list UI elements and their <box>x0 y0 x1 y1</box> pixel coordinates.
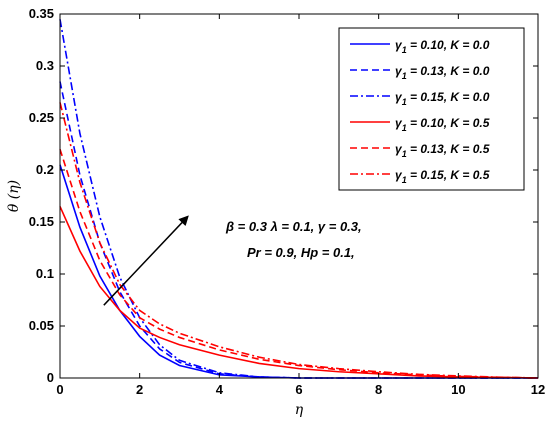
legend: γ1 = 0.10, K = 0.0γ1 = 0.13, K = 0.0γ1 =… <box>338 27 525 191</box>
axis-ticks: 0 2 4 6 8 10 12 0 0.05 0.1 0.15 0.2 0.25 0.3 0.35 <box>29 6 546 397</box>
legend-symbol: γ <box>395 64 403 78</box>
legend-value: = 0.10, K = 0.0 <box>407 38 490 52</box>
y-tick-label: 0.3 <box>36 58 54 73</box>
x-tick-label: 8 <box>375 382 382 397</box>
trend-arrow <box>103 215 189 306</box>
x-tick-label: 6 <box>295 382 302 397</box>
x-tick-label: 10 <box>451 382 465 397</box>
legend-box <box>338 27 525 191</box>
legend-symbol: γ <box>395 90 403 104</box>
legend-value: = 0.13, K = 0.5 <box>407 142 490 156</box>
y-tick-label: 0.25 <box>29 110 54 125</box>
legend-entry-5: γ1 = 0.13, K = 0.5 <box>395 142 490 159</box>
annotation-line-2: Pr = 0.9, Hp = 0.1, <box>247 245 355 260</box>
y-tick-label: 0 <box>47 370 54 385</box>
x-axis-label: η <box>295 402 304 418</box>
x-tick-label: 12 <box>531 382 545 397</box>
legend-value: = 0.15, K = 0.5 <box>407 168 490 182</box>
annotation-line-1: β = 0.3 λ = 0.1, γ = 0.3, <box>225 219 362 234</box>
series-line-1 <box>59 164 538 379</box>
legend-entry-6: γ1 = 0.15, K = 0.5 <box>395 168 490 185</box>
legend-subscript: 1 <box>402 45 407 55</box>
legend-entry-2: γ1 = 0.13, K = 0.0 <box>395 64 490 81</box>
legend-value: = 0.10, K = 0.5 <box>407 116 490 130</box>
legend-entry-1: γ1 = 0.10, K = 0.0 <box>395 38 490 55</box>
legend-symbol: γ <box>395 116 403 130</box>
legend-entry-3: γ1 = 0.15, K = 0.0 <box>395 90 490 107</box>
y-axis-label: θ (η) <box>6 180 22 212</box>
x-tick-label: 2 <box>136 382 143 397</box>
series-line-6 <box>59 102 539 379</box>
parameter-annotations: β = 0.3 λ = 0.1, γ = 0.3, Pr = 0.9, Hp = … <box>225 219 362 260</box>
legend-value: = 0.13, K = 0.0 <box>407 64 490 78</box>
legend-symbol: γ <box>395 142 403 156</box>
y-tick-label: 0.05 <box>29 318 54 333</box>
legend-subscript: 1 <box>402 123 407 133</box>
legend-subscript: 1 <box>402 149 407 159</box>
y-tick-label: 0.35 <box>29 6 54 21</box>
x-tick-label: 4 <box>216 382 224 397</box>
legend-subscript: 1 <box>402 97 407 107</box>
legend-entry-4: γ1 = 0.10, K = 0.5 <box>395 116 490 133</box>
y-tick-label: 0.1 <box>36 266 54 281</box>
legend-symbol: γ <box>395 168 403 182</box>
legend-subscript: 1 <box>402 71 407 81</box>
legend-subscript: 1 <box>402 175 407 185</box>
y-tick-label: 0.2 <box>36 162 54 177</box>
legend-value: = 0.15, K = 0.0 <box>407 90 490 104</box>
x-tick-label: 0 <box>56 382 63 397</box>
y-tick-label: 0.15 <box>29 214 54 229</box>
legend-symbol: γ <box>395 38 403 52</box>
